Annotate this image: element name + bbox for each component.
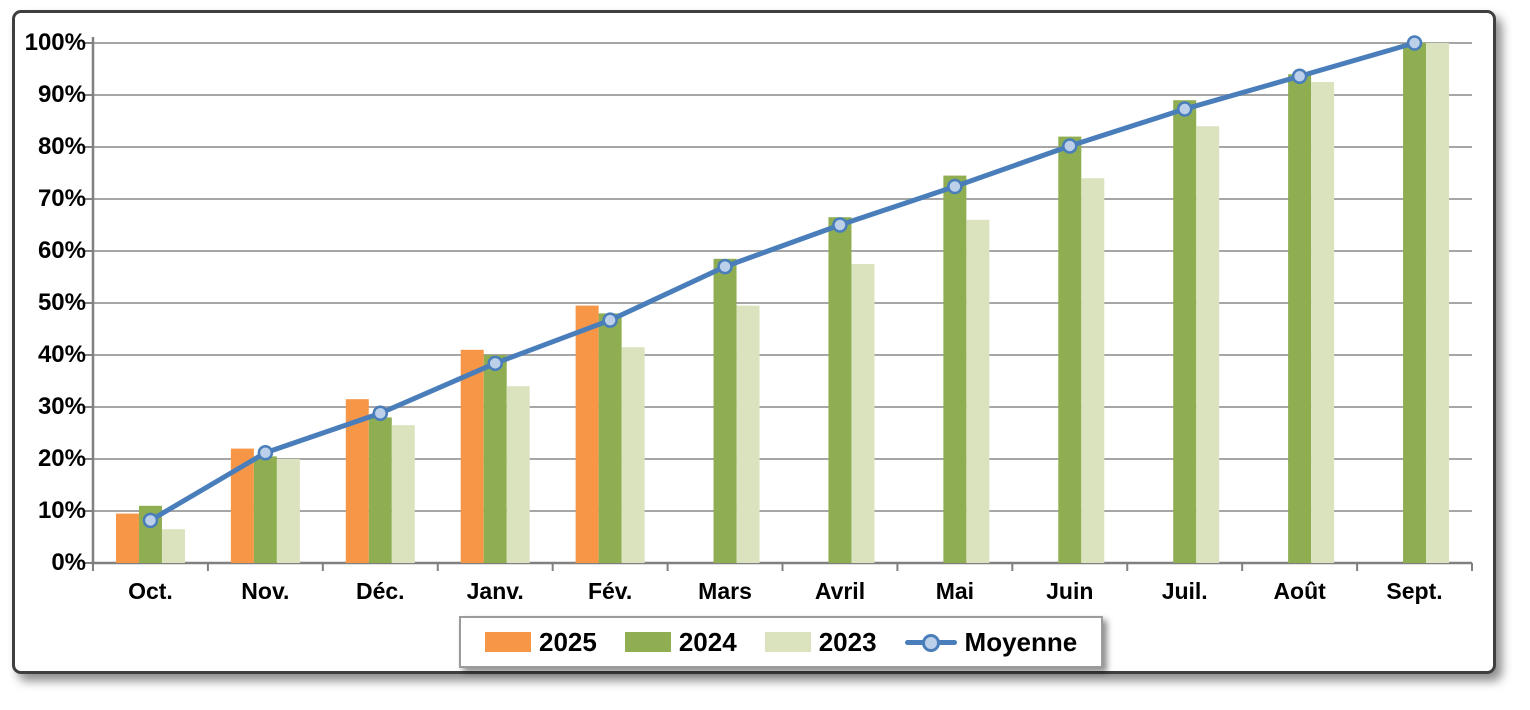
y-axis-label: 20% xyxy=(37,445,86,472)
marker-Moyenne-Mars xyxy=(717,258,733,275)
legend: 2025 2024 2023 Moyenne xyxy=(459,616,1104,668)
x-axis-label: Mars xyxy=(698,578,752,604)
legend-item-2023: 2023 xyxy=(764,626,877,658)
y-axis-label: 40% xyxy=(37,341,86,368)
marker-Moyenne-Fév. xyxy=(602,312,618,328)
marker-Moyenne-Juin xyxy=(1062,138,1078,154)
bar-2024-Avril xyxy=(828,217,852,563)
legend-label-2024: 2024 xyxy=(678,626,737,657)
bar-2024-Sept. xyxy=(1403,43,1427,563)
y-axis-label: 30% xyxy=(37,393,86,420)
bar-2024-Juil. xyxy=(1173,100,1197,563)
marker-Moyenne-Août xyxy=(1291,68,1308,85)
x-axis-label: Déc. xyxy=(355,578,405,604)
legend-swatch-2025 xyxy=(485,632,531,652)
y-axis-label: 70% xyxy=(37,185,86,212)
bar-2023-Fév. xyxy=(621,347,645,563)
x-axis-label: Sept. xyxy=(1386,578,1443,604)
x-axis-label: Août xyxy=(1273,578,1326,604)
bar-2025-Déc. xyxy=(345,399,369,563)
y-axis-label: 50% xyxy=(37,289,86,316)
bar-2025-Oct. xyxy=(115,513,139,563)
line-Moyenne xyxy=(147,40,1418,523)
x-axis-label: Mai xyxy=(935,578,975,604)
marker-Moyenne-Nov. xyxy=(257,445,274,461)
bar-2023-Sept. xyxy=(1426,43,1450,563)
marker-Moyenne-Mai xyxy=(947,178,963,195)
legend-item-2024: 2024 xyxy=(624,626,737,658)
bar-2025-Fév. xyxy=(575,305,599,563)
y-axis-label: 100% xyxy=(24,29,86,56)
marker-Moyenne-Déc. xyxy=(372,405,389,421)
bar-2023-Juin xyxy=(1081,178,1105,563)
x-axis-label: Juil. xyxy=(1161,578,1208,604)
bar-2024-Nov. xyxy=(253,456,277,563)
x-axis-label: Avril xyxy=(814,578,866,604)
legend-label-2023: 2023 xyxy=(818,626,877,657)
y-axis-label: 60% xyxy=(37,237,86,264)
bar-2023-Juil. xyxy=(1196,126,1220,563)
bar-2023-Janv. xyxy=(506,386,530,563)
bar-2024-Mars xyxy=(713,258,737,563)
y-axis-label: 10% xyxy=(37,497,86,524)
marker-Moyenne-Sept. xyxy=(1406,35,1423,51)
bar-2023-Avril xyxy=(851,264,875,563)
bar-2023-Août xyxy=(1311,82,1335,563)
x-axis-label: Oct. xyxy=(128,578,173,604)
marker-Moyenne-Oct. xyxy=(142,512,159,529)
legend-swatch-2023 xyxy=(764,632,811,652)
x-axis-label: Nov. xyxy=(241,578,290,604)
bar-2025-Nov. xyxy=(230,448,254,563)
y-axis-label: 80% xyxy=(37,133,86,160)
legend-line-marker-icon xyxy=(904,632,957,652)
marker-Moyenne-Janv. xyxy=(487,355,503,372)
y-axis-label: 0% xyxy=(51,549,86,576)
bar-2024-Déc. xyxy=(368,417,392,563)
legend-item-2025: 2025 xyxy=(485,627,597,658)
bar-2023-Mars xyxy=(736,305,760,563)
marker-Moyenne-Avril xyxy=(832,217,848,233)
bar-2024-Janv. xyxy=(483,355,507,563)
bar-2025-Janv. xyxy=(460,349,484,563)
legend-swatch-2024 xyxy=(624,632,671,652)
bar-2024-Mai xyxy=(943,175,967,563)
y-axis-label: 90% xyxy=(37,81,86,108)
bar-2024-Fév. xyxy=(598,313,622,563)
bar-2024-Juin xyxy=(1058,136,1082,563)
legend-label-Moyenne: Moyenne xyxy=(964,626,1078,657)
x-axis-label: Juin xyxy=(1046,578,1094,604)
bar-2023-Mai xyxy=(966,219,990,564)
x-axis-label: Fév. xyxy=(587,578,633,604)
legend-label-2025: 2025 xyxy=(539,626,597,657)
marker-Moyenne-Juil. xyxy=(1176,101,1193,117)
x-axis-label: Janv. xyxy=(466,578,524,604)
legend-item-Moyenne: Moyenne xyxy=(904,626,1078,658)
bar-2023-Déc. xyxy=(391,425,415,563)
bar-2023-Oct. xyxy=(161,529,185,563)
bar-2023-Nov. xyxy=(276,459,300,563)
bar-2024-Août xyxy=(1288,74,1312,563)
